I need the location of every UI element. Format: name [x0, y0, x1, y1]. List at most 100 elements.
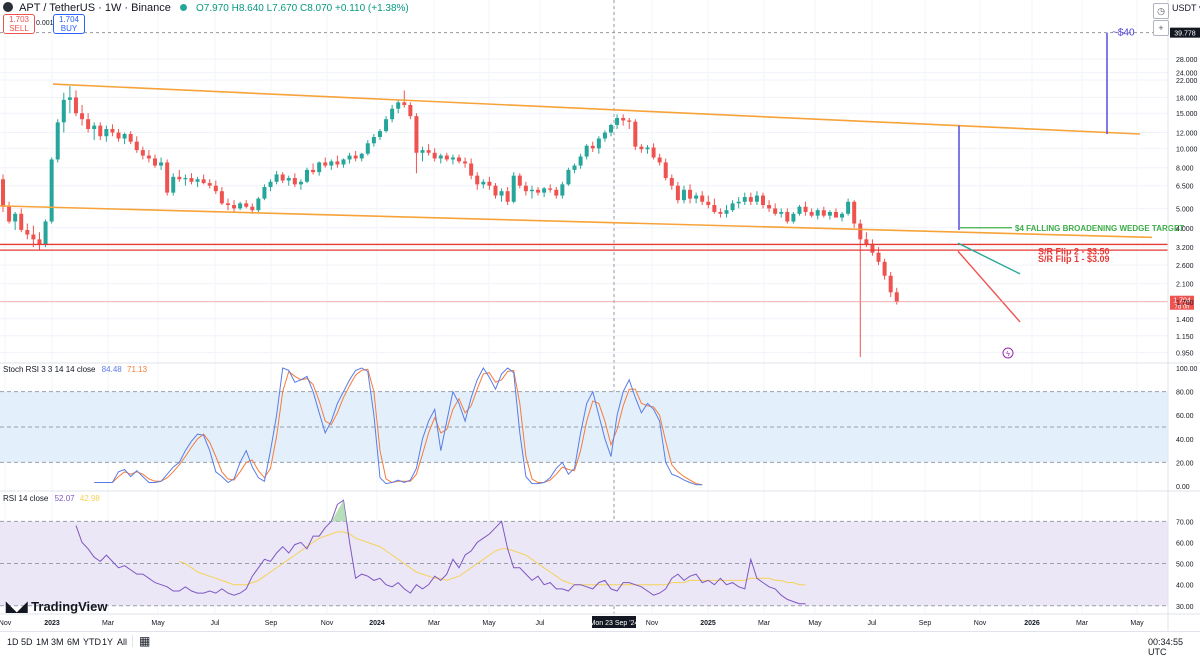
price-tick-label: 2.100	[1176, 282, 1194, 289]
candle-body	[444, 155, 449, 160]
stoch-tick-label: 100.00	[1176, 366, 1198, 373]
candle-body	[80, 113, 85, 120]
candle-body	[657, 157, 662, 163]
rsi-tick-label: 50.00	[1176, 562, 1194, 569]
candle-body	[353, 155, 358, 159]
candle-body	[146, 155, 151, 159]
candle-body	[627, 120, 632, 122]
stoch-tick-label: 60.00	[1176, 413, 1194, 420]
candle-body	[116, 132, 121, 139]
candle-body	[639, 146, 644, 150]
range-all[interactable]: All	[117, 637, 128, 647]
range-1m[interactable]: 1M	[36, 637, 49, 647]
price-tick-label: 6.500	[1176, 184, 1194, 191]
candle-body	[669, 178, 674, 186]
time-tick-label: May	[1130, 620, 1144, 627]
price-tick-label: 0.950	[1176, 350, 1194, 357]
wedge-target-label: $4 FALLING BROADENING WEDGE TARGET	[1015, 224, 1184, 233]
tradingview-logo[interactable]: ◣◢ TradingView	[6, 598, 108, 615]
price-tick-label: 10.000	[1176, 146, 1198, 153]
symbol-header: APT / TetherUS · 1W · Binance O7.970 H8.…	[3, 2, 409, 14]
candle-body	[748, 197, 753, 202]
candle-body	[420, 150, 425, 153]
candle-body	[803, 206, 808, 212]
candle-body	[1, 179, 5, 207]
time-tick-label: Sep	[919, 620, 932, 627]
candle-body	[700, 195, 705, 202]
candle-body	[499, 191, 504, 196]
candle-body	[590, 145, 595, 149]
time-tick-label: Mar	[758, 620, 771, 627]
price-tick-label: 2.600	[1176, 263, 1194, 270]
candle-body	[298, 181, 303, 185]
range-1d[interactable]: 1D	[7, 637, 19, 647]
time-tick-label: Jul	[211, 620, 220, 627]
alert-clock-icon[interactable]: ◷	[1153, 3, 1169, 19]
price-tick-label: 8.000	[1176, 166, 1194, 173]
range-3m[interactable]: 3M	[51, 637, 64, 647]
buy-button[interactable]: 1.704 BUY	[53, 14, 85, 34]
candle-body	[390, 108, 395, 120]
channel-lower-line	[0, 205, 1153, 239]
time-tick-label: 2025	[700, 620, 716, 627]
sell-price: 1.703	[8, 15, 30, 24]
candle-body	[609, 124, 613, 133]
candle-body	[706, 201, 711, 206]
candle-body	[268, 181, 273, 188]
stoch-tick-label: 80.00	[1176, 390, 1194, 397]
candle-body	[43, 221, 48, 245]
candle-body	[347, 155, 352, 160]
symbol-title[interactable]: APT / TetherUS · 1W · Binance	[19, 2, 171, 14]
candle-body	[110, 129, 115, 133]
price-tick-label: 22.000	[1176, 78, 1198, 85]
price-tick-label: 28.000	[1176, 57, 1198, 64]
range-1y[interactable]: 1Y	[102, 637, 114, 647]
symbol-icon	[3, 2, 13, 12]
rsi-lines	[75, 499, 806, 605]
candle-body	[238, 203, 243, 209]
candle-body	[493, 185, 498, 196]
candle-body	[207, 183, 212, 186]
candle-body	[92, 125, 97, 130]
candles	[1, 86, 899, 358]
wedge-lower-line	[957, 250, 1021, 323]
logo-text: TradingView	[31, 599, 108, 614]
candle-body	[98, 125, 103, 137]
candle-body	[651, 147, 656, 158]
range-6m[interactable]: 6M	[67, 637, 80, 647]
buy-label: BUY	[60, 24, 78, 33]
last-price-countdown: 7d 0h	[1174, 305, 1189, 311]
rsi-ma-value: 42.98	[79, 494, 100, 503]
add-plus-icon[interactable]: +	[1153, 20, 1169, 36]
currency-selector[interactable]: USDT ▾	[1172, 3, 1200, 14]
candle-body	[681, 189, 686, 201]
indicator-panels	[0, 391, 1168, 607]
candle-body	[341, 159, 346, 165]
rsi-overbought-fill	[331, 500, 347, 522]
utc-clock[interactable]: 00:34:55 UTC	[1148, 637, 1184, 657]
time-tick-label: 2023	[44, 620, 60, 627]
time-tick-label: Nov	[646, 620, 659, 627]
candle-body	[61, 99, 66, 123]
sr-flip-1-label: S/R Flip 1 - $3.09	[1038, 254, 1110, 264]
price-tick-label: 5.000	[1176, 206, 1194, 213]
candle-body	[244, 203, 249, 207]
candle-body	[773, 208, 778, 214]
range-5d[interactable]: 5D	[21, 637, 33, 647]
ohlc-values: O7.970 H8.640 L7.670 C8.070 +0.110 (+1.3…	[196, 3, 409, 14]
stoch-label[interactable]: Stoch RSI 3 3 14 14 close	[3, 365, 96, 374]
channel-upper-line	[52, 83, 1141, 135]
calendar-icon[interactable]: ▦	[139, 634, 151, 648]
candle-body	[633, 121, 638, 147]
candle-body	[262, 187, 267, 199]
rsi-label[interactable]: RSI 14 close	[3, 494, 49, 503]
rsi-tick-label: 60.00	[1176, 540, 1194, 547]
sell-button[interactable]: 1.703 SELL	[3, 14, 35, 34]
time-tick-label: May	[482, 620, 496, 627]
rsi-line	[75, 499, 806, 605]
range-ytd[interactable]: YTD	[83, 637, 101, 647]
rsi-legend: RSI 14 close 52.07 42.98	[3, 494, 100, 503]
candle-body	[846, 201, 851, 214]
stoch-d-value: 71.13	[127, 365, 148, 374]
